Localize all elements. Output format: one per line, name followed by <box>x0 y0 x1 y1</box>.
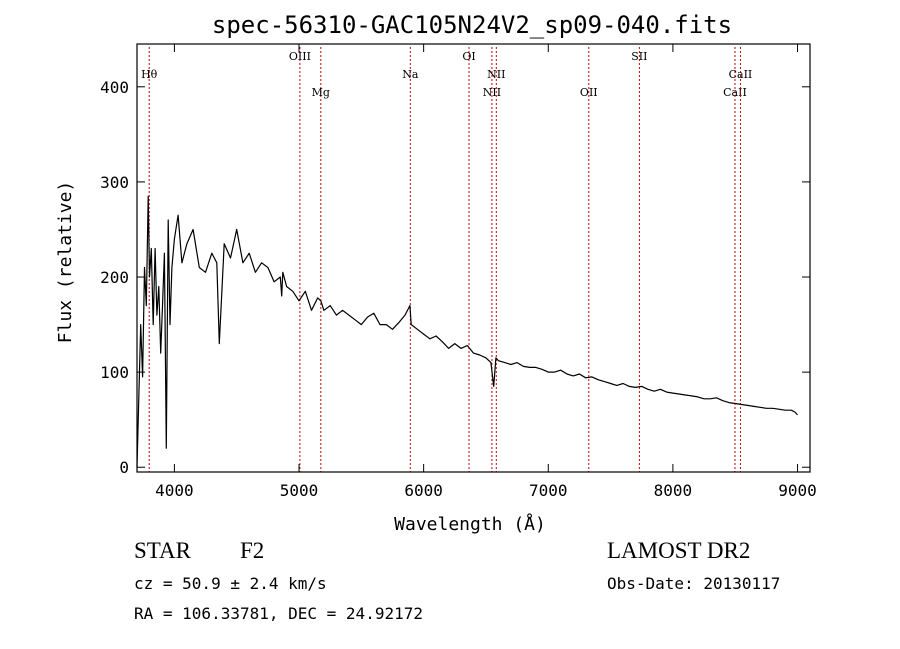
marker-label: Na <box>402 68 419 81</box>
marker-label: NII <box>483 86 501 99</box>
y-axis-ticks: 0 100 200 300 400 <box>100 78 810 477</box>
x-tick-label: 5000 <box>280 481 319 500</box>
spectrum-chart: spec-56310-GAC105N24V2_sp09-040.fits Flu… <box>55 11 817 535</box>
marker-label: CaII <box>723 86 747 99</box>
x-tick-label: 7000 <box>529 481 568 500</box>
survey-name: LAMOST DR2 <box>607 538 751 563</box>
marker-label: OIII <box>289 50 311 63</box>
x-tick-label: 6000 <box>404 481 443 500</box>
x-tick-label: 8000 <box>654 481 693 500</box>
x-tick-label: 4000 <box>155 481 194 500</box>
x-axis-label: Wavelength (Å) <box>394 513 546 535</box>
y-tick-label: 200 <box>100 268 129 287</box>
y-tick-label: 0 <box>119 458 129 477</box>
marker-label: Mg <box>312 86 330 99</box>
y-tick-label: 100 <box>100 363 129 382</box>
marker-label: OII <box>580 86 598 99</box>
object-class: STAR <box>134 538 191 563</box>
redshift: cz = 50.9 ± 2.4 km/s <box>134 574 327 593</box>
subclass: F2 <box>240 538 265 563</box>
obs-date: Obs-Date: 20130117 <box>607 574 781 593</box>
y-tick-label: 400 <box>100 78 129 97</box>
plot-frame <box>136 43 811 473</box>
y-axis-label: Flux (relative) <box>55 181 76 344</box>
x-axis-ticks: 4000 5000 6000 7000 8000 9000 <box>155 44 817 500</box>
coordinates: RA = 106.33781, DEC = 24.92172 <box>134 604 423 623</box>
spectrum-line <box>136 195 798 468</box>
marker-label: Hθ <box>141 68 158 81</box>
y-tick-label: 300 <box>100 173 129 192</box>
marker-label: NII <box>487 68 505 81</box>
marker-label: SII <box>631 50 647 63</box>
marker-label: OI <box>462 50 475 63</box>
marker-label: CaII <box>729 68 753 81</box>
line-markers: Hθ OIII Mg Na OI NII NII OII SII CaII CaII <box>141 47 752 472</box>
chart-title: spec-56310-GAC105N24V2_sp09-040.fits <box>212 11 732 39</box>
x-tick-label: 9000 <box>778 481 817 500</box>
